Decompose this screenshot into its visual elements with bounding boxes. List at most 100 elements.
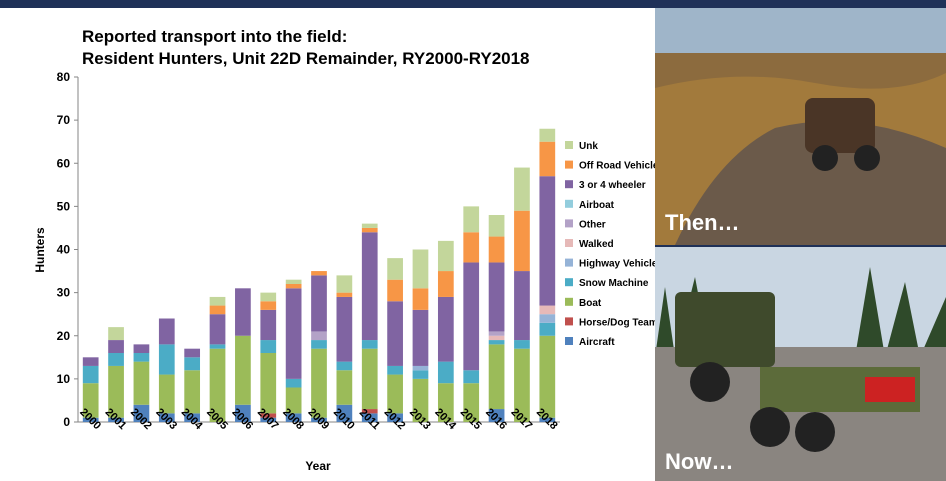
photo-caption: Now… xyxy=(665,449,733,474)
bar-segment xyxy=(260,292,277,302)
y-axis-title: Hunters xyxy=(33,227,47,273)
bar-segment xyxy=(158,344,175,375)
legend-label: Unk xyxy=(579,141,598,152)
photo-now: Now… xyxy=(655,247,946,481)
bar-segment xyxy=(184,357,201,371)
bar-segment xyxy=(539,176,556,306)
bar-segment xyxy=(463,206,480,233)
bar-segment xyxy=(336,370,353,405)
bar-segment xyxy=(412,378,429,422)
bar-segment xyxy=(539,305,556,315)
bar-segment xyxy=(361,232,378,341)
legend-swatch xyxy=(565,278,573,287)
x-axis-title: Year xyxy=(305,459,331,473)
x-tick-label: 2011 xyxy=(357,407,382,432)
legend-swatch xyxy=(565,141,573,149)
bar-segment xyxy=(285,284,302,289)
bar-segment xyxy=(387,374,403,414)
bar-segment xyxy=(82,365,99,384)
bar-segment xyxy=(387,301,403,366)
bar-segment xyxy=(184,413,201,422)
bar-segment xyxy=(260,417,277,422)
bar-segment xyxy=(336,275,353,293)
bar-segment xyxy=(463,262,480,371)
bar-segment xyxy=(311,331,327,341)
bar-segment xyxy=(488,335,505,341)
y-tick-label: 70 xyxy=(57,113,71,127)
bar-segment xyxy=(184,348,201,358)
bar-segment xyxy=(336,292,353,297)
y-tick-label: 30 xyxy=(57,286,71,300)
bar-segment xyxy=(311,340,327,349)
bar-segment xyxy=(336,404,353,422)
x-tick-label: 2008 xyxy=(280,406,306,432)
legend-label: Walked xyxy=(579,239,614,250)
legend-label: Highway Vehicle xyxy=(579,259,655,270)
bar-segment xyxy=(412,288,429,310)
bar-segment xyxy=(108,417,124,422)
x-tick-label: 2016 xyxy=(483,406,509,432)
legend-swatch xyxy=(565,337,573,345)
legend-label: Airboat xyxy=(579,200,615,211)
bar-segment xyxy=(412,365,429,371)
bar-segment xyxy=(260,413,277,418)
bar-segment xyxy=(158,318,175,345)
bar-segment xyxy=(539,335,556,418)
photo-caption: Then… xyxy=(665,210,740,235)
bar-segment xyxy=(387,258,403,280)
y-tick-label: 20 xyxy=(57,329,71,343)
y-tick-label: 50 xyxy=(57,199,71,213)
bar-segment xyxy=(488,262,505,332)
x-tick-label: 2007 xyxy=(255,406,281,432)
y-tick-label: 60 xyxy=(57,156,71,170)
bar-segment xyxy=(158,374,175,414)
bar-segment xyxy=(387,365,403,375)
bar-segment xyxy=(361,409,378,414)
x-tick-label: 2013 xyxy=(407,406,433,432)
bar-segment xyxy=(463,232,480,263)
bar-segment xyxy=(311,275,327,332)
x-tick-label: 2001 xyxy=(103,406,129,432)
bar-segment xyxy=(514,210,530,272)
bar-segment xyxy=(108,327,124,341)
legend-swatch xyxy=(565,317,573,326)
legend-swatch xyxy=(565,239,573,247)
bar-segment xyxy=(285,279,302,284)
bar-segment xyxy=(82,417,99,422)
bar-segment xyxy=(488,409,505,422)
bar-segment xyxy=(311,271,327,276)
x-tick-label: 2010 xyxy=(331,406,357,432)
bar-segment xyxy=(463,370,480,384)
bar-segment xyxy=(336,296,353,362)
legend-swatch xyxy=(565,160,573,169)
x-tick-label: 2003 xyxy=(153,406,179,432)
y-tick-label: 10 xyxy=(57,372,71,386)
bar-segment xyxy=(437,383,454,422)
bar-segment xyxy=(209,314,226,345)
bar-segment xyxy=(133,344,150,353)
bar-segment xyxy=(285,387,302,414)
bar-segment xyxy=(387,413,403,422)
bar-segment xyxy=(285,288,302,379)
bar-segment xyxy=(437,361,454,384)
chart: Reported transport into the field: Resid… xyxy=(0,8,655,481)
bar-segment xyxy=(260,301,277,310)
bar-segment xyxy=(361,340,378,349)
x-tick-label: 2017 xyxy=(509,406,535,432)
bar-segment xyxy=(235,404,251,422)
legend-swatch xyxy=(565,219,573,228)
bar-segment xyxy=(539,141,556,177)
bar-segment xyxy=(514,348,530,422)
x-tick-label: 2014 xyxy=(432,406,458,432)
bar-segment xyxy=(463,383,480,422)
x-tick-label: 2002 xyxy=(128,406,154,432)
bar-segment xyxy=(488,331,505,336)
x-tick-label: 2009 xyxy=(306,406,332,432)
legend-label: Horse/Dog Team xyxy=(579,317,655,328)
chart-subtitle: Resident Hunters, Unit 22D Remainder, RY… xyxy=(82,49,530,68)
legend-label: Aircraft xyxy=(579,337,615,348)
bar-segment xyxy=(361,413,378,422)
bar-segment xyxy=(361,348,378,410)
bar-segment xyxy=(235,335,251,405)
